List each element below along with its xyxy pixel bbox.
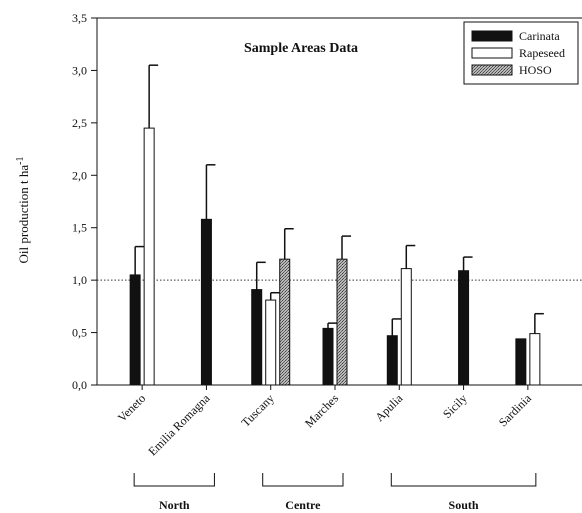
bar-rapeseed-sardinia	[529, 333, 541, 386]
y-tick-label: 3,0	[72, 63, 87, 77]
bar-carinata-sardinia	[515, 338, 527, 386]
bar-carinata-sicily	[458, 270, 470, 386]
y-axis-label: Oil production t ha-1	[15, 157, 31, 264]
legend: Carinata Rapeseed HOSO	[463, 21, 579, 85]
region-bracket-south	[390, 473, 537, 487]
region-label-centre: Centre	[285, 498, 321, 512]
y-tick-label: 2,0	[72, 168, 87, 182]
bar-rapeseed-veneto	[143, 127, 155, 386]
legend-swatch-rapeseed	[471, 47, 513, 59]
bar-hoso-tuscany	[279, 258, 291, 386]
y-tick-label: 2,5	[72, 116, 87, 130]
bar-carinata-emilia-romagna	[200, 218, 212, 386]
chart-title: Sample Areas Data	[244, 41, 358, 56]
bar-rapeseed-apulia	[400, 268, 412, 386]
y-tick-label: 0,5	[72, 326, 87, 340]
legend-label-hoso: HOSO	[519, 63, 552, 77]
region-brackets: North Centre South	[133, 473, 537, 512]
legend-swatch-carinata	[471, 30, 513, 42]
x-tick-label: Tuscany	[238, 391, 276, 429]
legend-swatch-hoso	[471, 64, 513, 76]
bar-carinata-tuscany	[251, 289, 263, 386]
x-tick-label: Apulia	[372, 391, 405, 424]
y-tick-label: 1,5	[72, 221, 87, 235]
bar-carinata-apulia	[386, 335, 398, 386]
region-bracket-centre	[262, 473, 344, 487]
bar-carinata-marches	[322, 327, 334, 386]
y-axis-label-text: Oil production t ha	[16, 165, 31, 264]
x-tick-label: Sardinia	[496, 391, 535, 430]
legend-label-rapeseed: Rapeseed	[519, 46, 565, 60]
y-axis-label-superscript: -1	[15, 157, 26, 165]
region-label-north: North	[159, 498, 190, 512]
region-label-south: South	[449, 498, 479, 512]
bars-group	[129, 64, 544, 390]
y-tick-label: 0,0	[72, 378, 87, 392]
y-axis: 0,0 0,5 1,0 1,5 2,0 2,5 3,0 3,5	[72, 11, 97, 392]
legend-label-carinata: Carinata	[519, 29, 560, 43]
region-bracket-north	[133, 473, 215, 487]
bar-hoso-marches	[336, 258, 348, 386]
bar-carinata-veneto	[129, 274, 141, 386]
x-tick-label: Veneto	[115, 391, 148, 424]
x-tick-label: Sicily	[440, 391, 470, 421]
x-tick-label: Emilia Romagna	[145, 391, 213, 459]
y-tick-label: 3,5	[72, 11, 87, 25]
y-tick-label: 1,0	[72, 273, 87, 287]
x-tick-label: Marches	[302, 391, 341, 430]
bar-rapeseed-tuscany	[265, 299, 277, 386]
